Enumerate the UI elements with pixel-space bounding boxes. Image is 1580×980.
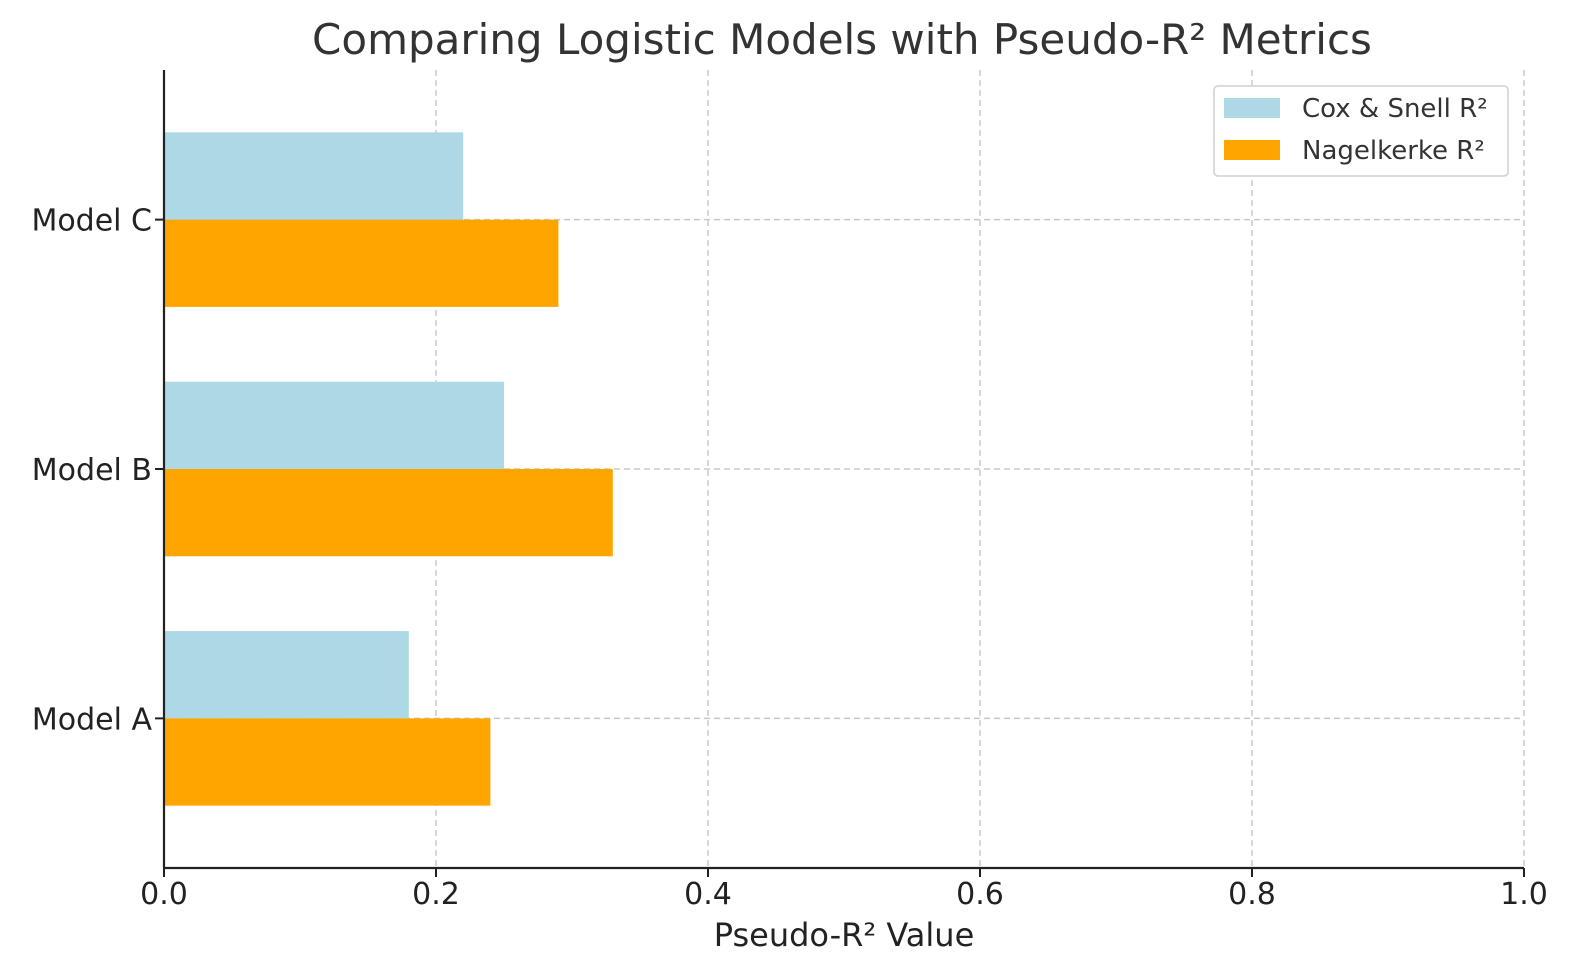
legend-label-cox-snell: Cox & Snell R²	[1302, 94, 1488, 124]
bars	[164, 132, 613, 806]
bar-cox-snell	[164, 381, 504, 469]
legend-frame	[1213, 85, 1509, 177]
x-tick-label: 1.0	[1500, 877, 1548, 912]
legend-swatch-nagelkerke	[1224, 140, 1280, 160]
legend-label-nagelkerke: Nagelkerke R²	[1302, 136, 1485, 166]
x-tick-label: 0.6	[956, 877, 1004, 912]
bar-nagelkerke	[164, 219, 559, 307]
x-tick-label: 0.0	[140, 877, 188, 912]
bar-nagelkerke	[164, 469, 613, 557]
bar-cox-snell	[164, 132, 464, 220]
y-tick-label: Model B	[32, 453, 152, 488]
x-axis-label: Pseudo-R² Value	[714, 916, 975, 954]
bar-nagelkerke	[164, 718, 491, 806]
legend: Cox & Snell R² Nagelkerke R²	[1213, 85, 1509, 177]
grid-lines	[164, 70, 1525, 868]
y-tick-label: Model A	[32, 702, 153, 737]
bar-cox-snell	[164, 631, 409, 719]
legend-swatch-cox-snell	[1224, 98, 1280, 118]
x-tick-label: 0.8	[1228, 877, 1276, 912]
x-tick-label: 0.4	[684, 877, 732, 912]
ticks: 0.0 0.2 0.4 0.6 0.8 1.0 Model A Model B Model C	[31, 204, 1547, 912]
x-tick-label: 0.2	[412, 877, 460, 912]
y-tick-label: Model C	[31, 204, 152, 239]
chart-title: Comparing Logistic Models with Pseudo-R²…	[312, 15, 1372, 64]
